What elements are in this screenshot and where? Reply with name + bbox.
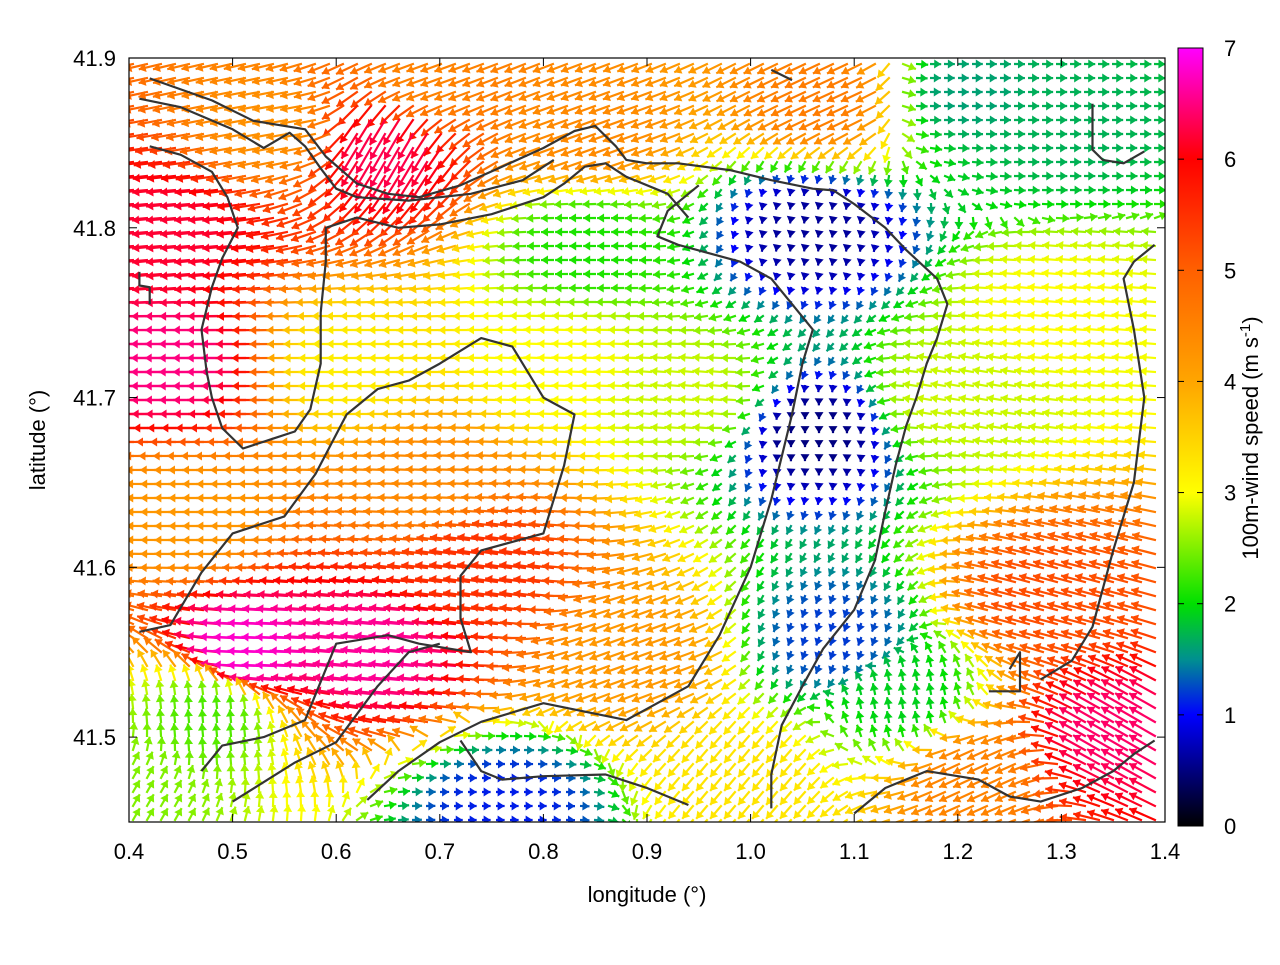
wind-vector-chart: 0.40.50.60.70.80.91.01.11.21.31.4 41.541… [0, 0, 1280, 960]
chart-canvas: 0.40.50.60.70.80.91.01.11.21.31.4 41.541… [0, 0, 1280, 960]
